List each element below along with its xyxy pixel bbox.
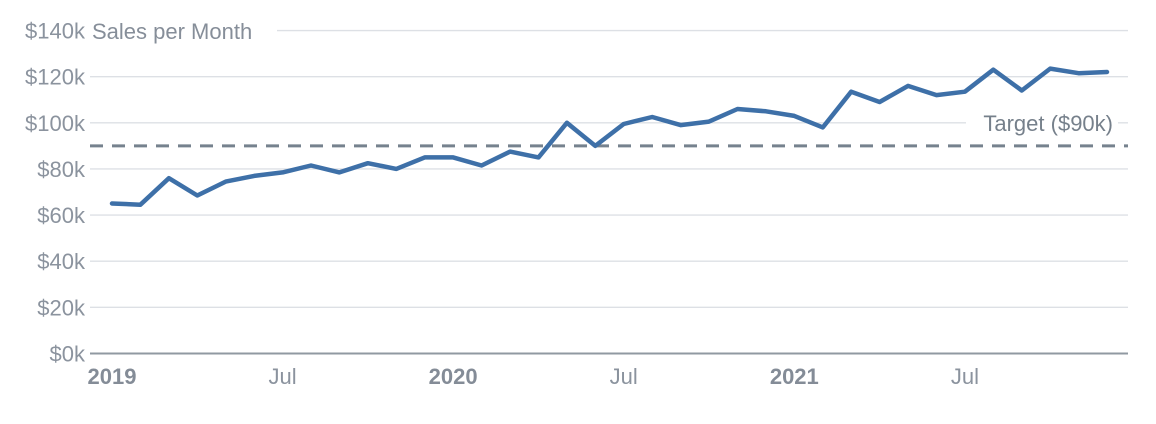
gridlines xyxy=(90,29,1128,355)
x-axis-labels: 2019 Jul 2020 Jul 2021 Jul xyxy=(88,364,979,389)
chart-title: Sales per Month xyxy=(92,19,252,44)
y-axis-labels: $0k $20k $40k $60k $80k $100k $120k $140k xyxy=(25,19,86,367)
x-tick-label-2020-12: 2020 xyxy=(429,364,478,389)
y-tick-label-40k: $40k xyxy=(37,249,86,274)
y-tick-label-100k: $100k xyxy=(25,111,86,136)
x-tick-label-jul-18: Jul xyxy=(610,364,638,389)
y-tick-label-120k: $120k xyxy=(25,65,86,90)
x-tick-label-jul-30: Jul xyxy=(951,364,979,389)
y-tick-label-140k: $140k xyxy=(25,19,86,44)
target-label-background xyxy=(966,105,1118,138)
y-tick-label-20k: $20k xyxy=(37,295,86,320)
series-line-sales xyxy=(109,66,1110,207)
y-tick-label-60k: $60k xyxy=(37,203,86,228)
y-tick-label-0k: $0k xyxy=(50,342,86,367)
x-tick-label-2019-0: 2019 xyxy=(88,364,137,389)
x-tick-label-jul-6: Jul xyxy=(269,364,297,389)
y-tick-label-80k: $80k xyxy=(37,157,86,182)
target-label: Target ($90k) xyxy=(983,111,1113,136)
x-tick-label-2021-24: 2021 xyxy=(770,364,819,389)
